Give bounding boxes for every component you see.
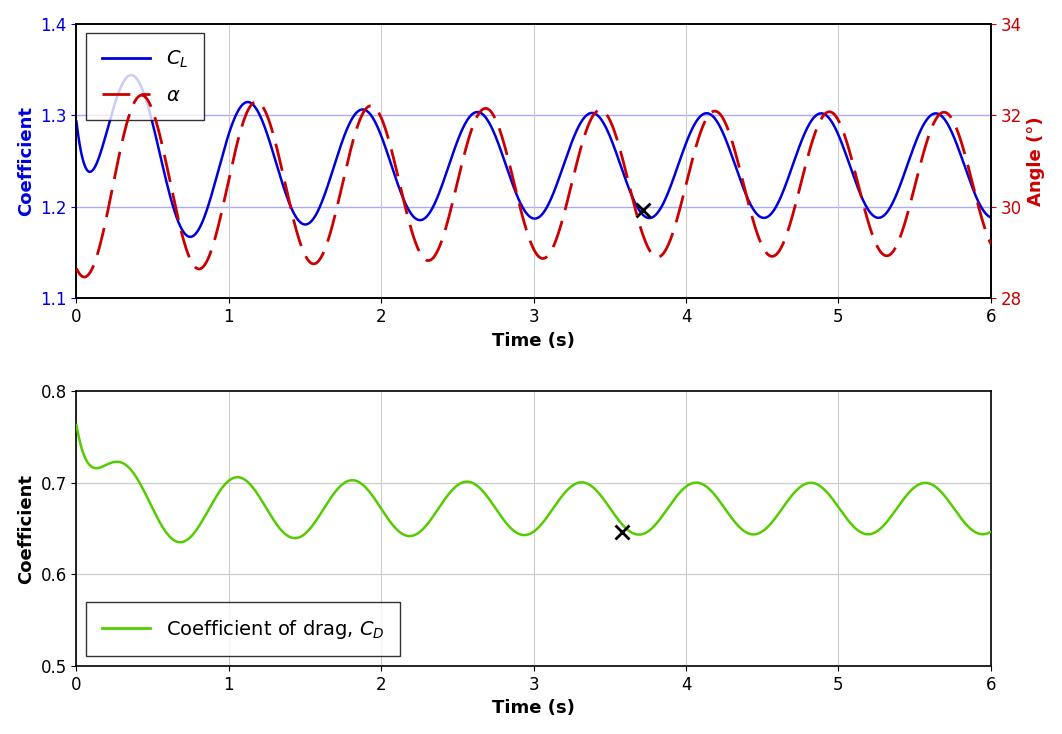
Y-axis label: Coefficient: Coefficient	[17, 106, 35, 216]
Y-axis label: Coefficient: Coefficient	[17, 473, 35, 584]
Y-axis label: Angle (°): Angle (°)	[1027, 116, 1045, 206]
Legend: $C_L$, $\alpha$: $C_L$, $\alpha$	[86, 33, 204, 120]
X-axis label: Time (s): Time (s)	[492, 700, 575, 717]
X-axis label: Time (s): Time (s)	[492, 332, 575, 349]
Legend: Coefficient of drag, $C_D$: Coefficient of drag, $C_D$	[86, 602, 400, 656]
